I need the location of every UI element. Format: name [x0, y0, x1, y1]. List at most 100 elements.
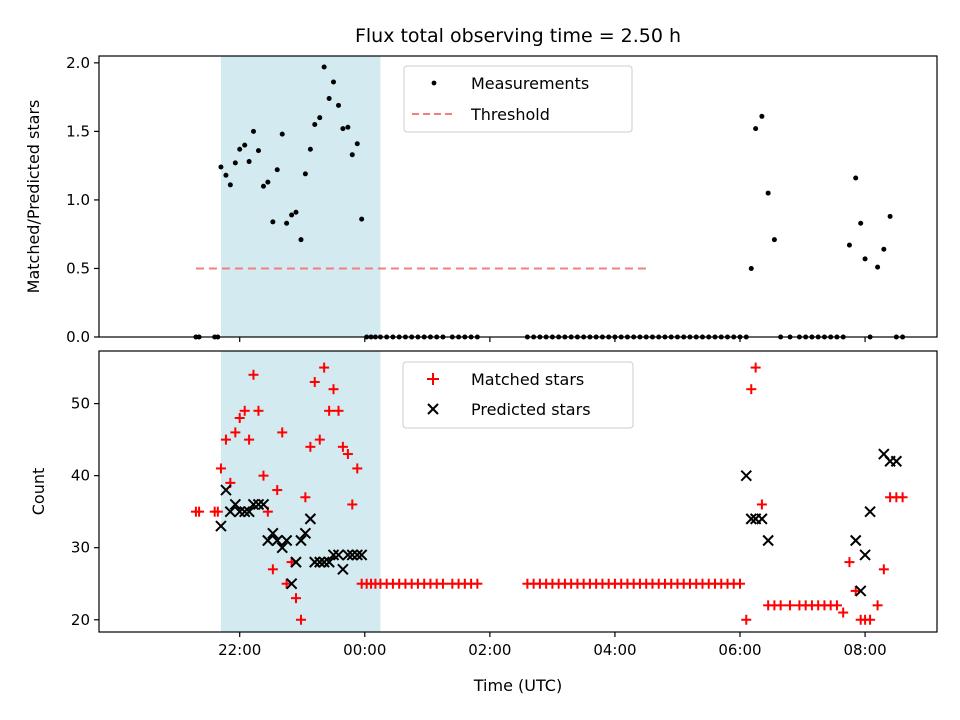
matched-star-point: [741, 614, 752, 625]
predicted-star-point: [740, 469, 752, 482]
x-tick-label: 02:00: [468, 641, 511, 659]
predicted-star-point: [257, 498, 270, 511]
predicted-star-point: [271, 534, 283, 547]
top-y-tick-label: 0.0: [66, 328, 90, 346]
predicted-star-point: [215, 520, 227, 532]
measurement-point: [232, 160, 238, 166]
legend-marker-predicted-stars: [427, 403, 439, 415]
predicted-star-point: [762, 534, 774, 547]
matched-star-point: [347, 499, 358, 510]
matched-star-point: [239, 405, 250, 416]
predicted-star-point: [262, 534, 274, 547]
matched-star-point: [309, 376, 320, 387]
bottom-y-tick-label: 20: [71, 611, 90, 629]
matched-star-point: [352, 463, 363, 474]
measurement-point: [237, 146, 243, 152]
measurement-point: [298, 237, 304, 243]
matched-star-point: [865, 614, 876, 625]
measurement-point: [771, 237, 777, 243]
matched-star-point: [785, 600, 796, 611]
predicted-star-point: [890, 455, 903, 467]
matched-star-point: [314, 434, 325, 445]
bottom-x-axis: 22:00 00:00 02:00 04:00 06:00 08:00: [218, 632, 887, 659]
predicted-star-point: [276, 541, 288, 554]
predicted-star-point: [252, 498, 265, 511]
predicted-star-point: [318, 556, 330, 568]
predicted-star-point: [243, 505, 255, 518]
predicted-star-point: [229, 498, 242, 511]
x-axis-label: Time (UTC): [473, 676, 562, 695]
matched-star-point: [337, 441, 348, 452]
matched-star-point: [258, 470, 269, 481]
measurement-point: [336, 102, 342, 108]
measurement-point: [359, 216, 365, 222]
measurement-point: [246, 159, 252, 165]
matched-star-point: [831, 600, 842, 611]
bottom-shaded-interval: [220, 351, 381, 632]
predicted-star-point: [314, 556, 326, 568]
bottom-y-tick-label: 50: [71, 395, 90, 413]
matched-star-point: [872, 600, 883, 611]
predicted-star-point: [332, 549, 345, 561]
matched-star-point: [277, 427, 288, 438]
predicted-star-point: [346, 549, 358, 561]
bottom-y-axis-label: Count: [29, 468, 48, 516]
top-x-axis-ticks: [239, 337, 866, 342]
predicted-star-point: [290, 556, 302, 568]
matched-star-point: [333, 405, 344, 416]
measurement-point: [284, 220, 290, 226]
predicted-star-point: [234, 505, 246, 518]
measurement-point: [345, 124, 351, 130]
predicted-star-point: [295, 534, 307, 547]
x-tick-label: 00:00: [343, 641, 386, 659]
measurement-point: [307, 146, 313, 152]
matched-star-point: [234, 413, 245, 424]
matched-star-point: [437, 578, 448, 589]
top-y-tick-label: 1.5: [66, 122, 90, 140]
measurement-point: [853, 175, 859, 181]
bottom-axes-frame: [98, 350, 938, 633]
bottom-y-axis: 20 30 40 50: [71, 395, 99, 629]
legend-label-matched-stars: Matched stars: [471, 370, 584, 389]
legend-marker-matched-stars: [427, 373, 439, 385]
measurement-point: [289, 212, 295, 218]
matched-star-point: [295, 614, 306, 625]
predicted-star-point: [224, 505, 237, 518]
measurement-point: [753, 126, 759, 132]
matched-star-point: [300, 492, 311, 503]
measurement-point: [846, 242, 852, 248]
measurement-point: [858, 220, 864, 226]
predicted-star-point: [299, 527, 312, 539]
bottom-legend: Matched stars Predicted stars: [402, 361, 634, 429]
predicted-star-point: [285, 578, 298, 590]
predicted-star-point: [247, 498, 260, 511]
matched-star-point: [272, 485, 283, 496]
matched-star-point: [244, 434, 255, 445]
matched-star-point: [472, 578, 483, 589]
matched-star-point: [844, 557, 855, 568]
predicted-star-point: [304, 513, 317, 525]
matched-star-point: [750, 362, 761, 373]
x-tick-label: 04:00: [593, 641, 636, 659]
measurement-point: [223, 172, 229, 178]
x-tick-label: 22:00: [218, 641, 261, 659]
measurement-point: [862, 256, 868, 262]
x-tick-label: 08:00: [843, 641, 886, 659]
measurement-point: [748, 265, 754, 271]
top-y-tick-label: 2.0: [66, 54, 90, 72]
predicted-star-point: [854, 585, 867, 597]
measurement-point: [265, 179, 271, 185]
matched-star-point: [212, 506, 223, 517]
matched-star-point: [305, 441, 316, 452]
bottom-y-tick-label: 40: [71, 467, 90, 485]
bottom-legend-box: [402, 361, 634, 429]
predicted-star-point: [220, 484, 232, 496]
predicted-star-point: [280, 534, 293, 547]
predicted-star-point: [267, 527, 279, 539]
predicted-star-point: [309, 556, 321, 568]
predicted-star-point: [849, 534, 862, 547]
matched-star-point: [319, 362, 330, 373]
matched-star-point: [194, 506, 205, 517]
measurement-point: [293, 209, 299, 215]
matched-star-point: [248, 369, 259, 380]
